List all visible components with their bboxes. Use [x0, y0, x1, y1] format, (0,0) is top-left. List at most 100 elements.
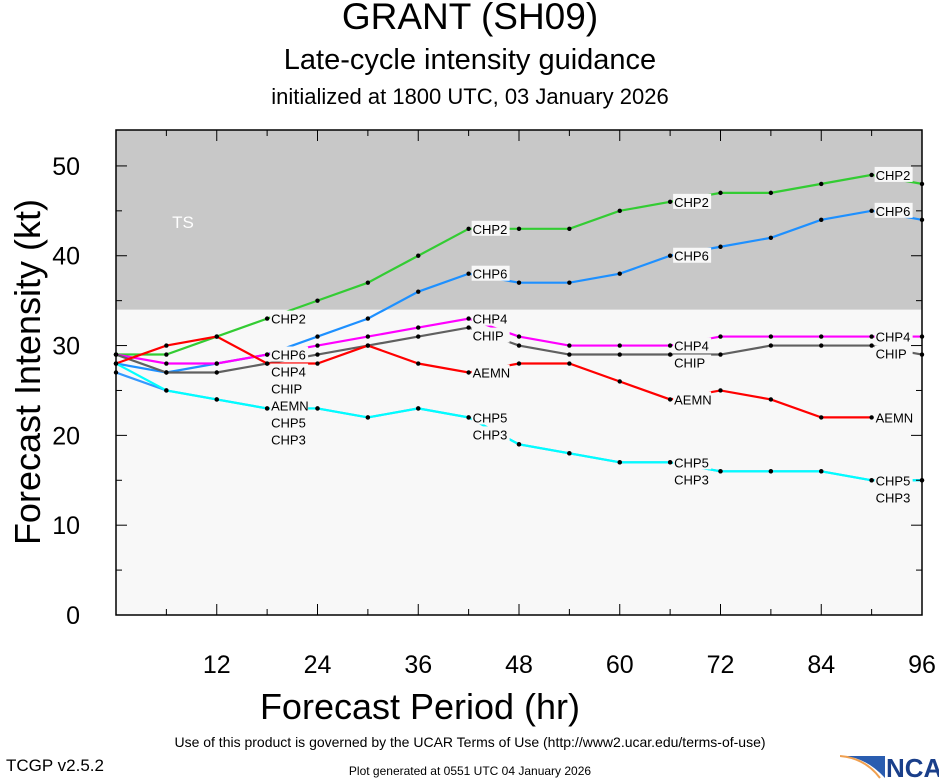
data-point-chp4	[315, 343, 320, 348]
series-label-text: CHP6	[271, 348, 306, 363]
data-point-chp2	[164, 352, 169, 357]
data-point-chp2	[869, 172, 874, 178]
series-label-text: CHP2	[876, 168, 911, 183]
data-point-chp6	[768, 235, 774, 240]
series-label-bg	[673, 247, 712, 263]
svg-text:NCAR: NCAR	[886, 753, 939, 780]
series-label-text: CHP4	[473, 312, 508, 327]
series-label-bg	[270, 431, 309, 447]
series-label-bg	[673, 471, 712, 487]
series-label-text: AEMN	[876, 410, 914, 425]
x-tick-label: 60	[606, 651, 634, 679]
data-point-aemn	[214, 334, 219, 339]
band-ts	[116, 130, 922, 310]
x-tick-label: 48	[505, 651, 533, 679]
x-tick-label: 72	[707, 651, 735, 679]
data-point-chp3	[416, 406, 421, 411]
data-point-chp6	[315, 334, 320, 339]
data-point-chp6	[667, 253, 673, 258]
series-label-bg	[471, 409, 510, 425]
data-point-chp3	[869, 478, 874, 483]
data-point-chp6	[819, 217, 824, 223]
series-label-chp3: CHP3	[471, 426, 510, 442]
series-label-bg	[270, 397, 309, 413]
series-label-bg	[471, 426, 510, 442]
data-point-chp4	[264, 352, 270, 357]
data-point-chp6	[466, 271, 471, 276]
chart-subtitle: Late-cycle intensity guidance	[283, 44, 657, 76]
x-tick-label: 96	[908, 651, 936, 679]
series-label-text: CHP2	[674, 195, 709, 210]
data-point-chp4	[768, 334, 774, 339]
data-point-aemn	[264, 361, 270, 366]
x-tick-label: 84	[807, 651, 835, 679]
data-point-chp2	[466, 226, 471, 231]
data-point-chp3	[819, 469, 824, 474]
version-text: TCGP v2.5.2	[6, 756, 104, 775]
series-label-text: CHP3	[674, 472, 709, 487]
y-tick-label: 30	[52, 333, 80, 361]
series-label-chp5: CHP5	[874, 472, 913, 488]
data-point-chp4	[567, 343, 572, 348]
data-point-chp4	[516, 334, 522, 339]
series-label-chp2: CHP2	[673, 193, 712, 210]
data-point-chip	[516, 343, 522, 348]
series-label-bg	[874, 202, 913, 218]
data-point-chp3	[516, 442, 522, 447]
series-label-bg	[874, 345, 913, 361]
series-label-chp2: CHP2	[874, 166, 913, 183]
data-point-chp4	[718, 334, 723, 339]
data-point-chp3	[667, 460, 673, 465]
data-point-aemn	[667, 397, 673, 402]
data-point-chip	[667, 352, 673, 357]
data-point-aemn	[164, 343, 169, 348]
series-label-text: CHIP	[674, 356, 705, 371]
series-label-text: CHP6	[674, 249, 709, 264]
data-point-chp3	[567, 451, 572, 456]
data-point-aemn	[315, 361, 320, 366]
series-label-chp5: CHP5	[471, 409, 510, 425]
y-tick-label: 20	[52, 422, 80, 450]
series-label-text: CHP3	[271, 433, 306, 448]
data-point-chp4	[416, 325, 421, 330]
series-label-text: CHP4	[876, 330, 911, 345]
data-point-chp4	[869, 334, 874, 339]
data-point-chp2	[718, 190, 723, 196]
data-point-chp6	[718, 244, 723, 249]
data-point-chp6	[617, 271, 622, 276]
series-label-chp3: CHP3	[673, 471, 712, 487]
data-point-chp2	[264, 316, 270, 321]
y-tick-label: 0	[66, 602, 80, 630]
data-point-chip	[567, 352, 572, 357]
series-label-bg	[471, 220, 510, 236]
series-label-chp6: CHP6	[874, 202, 913, 219]
series-label-aemn: AEMN	[673, 391, 712, 407]
data-point-chp2	[667, 199, 673, 205]
generated-text: Plot generated at 0551 UTC 04 January 20…	[348, 764, 592, 778]
series-label-text: CHIP	[876, 347, 907, 362]
series-label-chp6: CHP6	[673, 247, 712, 264]
x-tick-label: 12	[203, 651, 231, 679]
series-label-text: AEMN	[473, 366, 511, 381]
data-point-aemn	[416, 361, 421, 366]
series-label-bg	[874, 409, 913, 425]
series-label-text: CHP6	[876, 204, 911, 219]
init-line: initialized at 1800 UTC, 03 January 2026	[271, 84, 669, 109]
series-label-chp4: CHP4	[874, 328, 913, 345]
x-tick-label: 24	[304, 651, 332, 679]
series-label-bg	[874, 472, 913, 488]
data-point-chp4	[617, 343, 622, 348]
series-label-text: CHP4	[674, 339, 709, 354]
series-label-text: CHP5	[876, 473, 911, 488]
data-point-aemn	[819, 415, 824, 420]
x-axis-label: Forecast Period (hr)	[259, 686, 581, 727]
data-point-chp6	[416, 289, 421, 294]
series-label-bg	[874, 328, 913, 344]
data-point-chp6	[365, 316, 371, 321]
series-label-text: CHP5	[473, 410, 508, 425]
series-label-chp3: CHP3	[874, 489, 913, 505]
data-point-chp4	[365, 334, 371, 339]
series-label-chp5: CHP5	[270, 414, 309, 431]
x-tick-label: 36	[404, 651, 432, 679]
